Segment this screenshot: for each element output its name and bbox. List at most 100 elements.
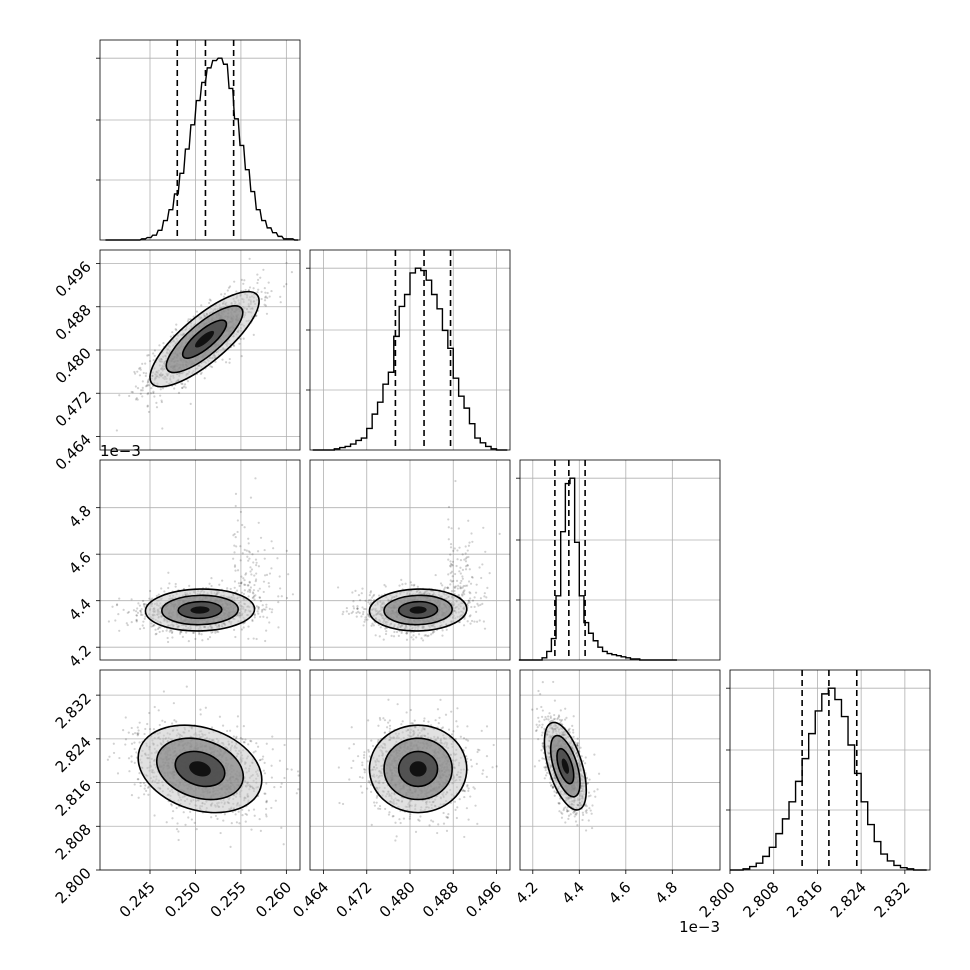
contour-line (368, 588, 468, 632)
sample-point (268, 621, 271, 624)
sample-point (253, 598, 256, 601)
sample-point (279, 301, 282, 304)
histogram-bin (251, 192, 255, 240)
sample-point (141, 386, 144, 389)
histogram-bin (822, 694, 829, 870)
sample-point (256, 610, 259, 613)
sample-point (360, 592, 363, 595)
sample-point (279, 295, 282, 298)
sample-point (480, 576, 483, 580)
sample-point (144, 603, 147, 606)
sample-point (451, 564, 454, 567)
sample-point (362, 610, 365, 614)
sample-point (244, 573, 247, 576)
sample-point (441, 634, 444, 637)
sample-point (162, 342, 165, 345)
sample-point (460, 579, 463, 583)
sample-point (233, 628, 236, 631)
sample-point (243, 454, 245, 456)
histogram-bin (868, 825, 875, 870)
sample-point (471, 576, 474, 579)
sample-point (170, 803, 173, 806)
sample-point (384, 627, 387, 630)
sample-point (262, 580, 266, 583)
sample-point (243, 526, 246, 529)
sample-point (276, 557, 279, 560)
sample-point (248, 257, 251, 260)
sample-point (420, 637, 423, 640)
sample-point (146, 786, 150, 789)
sample-point (450, 563, 454, 566)
sample-point (194, 637, 197, 641)
histogram-bin (158, 230, 162, 240)
sample-point (173, 387, 176, 390)
sample-point (157, 593, 160, 596)
sample-point (282, 285, 286, 288)
sample-point (259, 599, 262, 603)
sample-point (456, 558, 459, 561)
sample-point (461, 575, 464, 578)
sample-point (258, 587, 261, 590)
sample-point (233, 544, 236, 547)
sample-point (181, 386, 184, 390)
sample-point (240, 582, 243, 585)
histogram-bin (881, 854, 888, 870)
sample-point (392, 635, 396, 638)
sample-point (208, 301, 211, 305)
sample-point (228, 357, 231, 361)
sample-point (235, 589, 239, 592)
sample-point (462, 591, 465, 594)
sample-point (260, 297, 263, 301)
sample-point (182, 811, 185, 814)
sample-point (467, 544, 471, 547)
sample-point (210, 576, 213, 580)
sample-point (133, 741, 136, 744)
sample-point (181, 382, 184, 386)
sample-point (135, 618, 138, 621)
sample-point (234, 813, 237, 816)
sample-point (228, 285, 232, 288)
sample-point (127, 610, 130, 614)
sample-point (280, 782, 283, 785)
sample-point (155, 406, 159, 409)
histogram-bin (372, 414, 377, 450)
sample-point (415, 636, 418, 639)
sample-point (146, 384, 149, 387)
sample-point (470, 532, 473, 535)
sample-point (240, 278, 243, 281)
sample-point (285, 283, 288, 286)
sample-point (483, 595, 486, 598)
histogram-bin (475, 438, 480, 450)
sample-point (247, 625, 250, 628)
density-level (190, 606, 210, 614)
sample-point (265, 742, 268, 745)
sample-point (257, 288, 260, 291)
histogram-bin (383, 384, 388, 450)
histogram-bin (796, 781, 803, 870)
sample-point (248, 551, 251, 554)
sample-point (355, 611, 358, 614)
contour-line (177, 600, 223, 620)
sample-point (468, 591, 471, 594)
sample-point (262, 615, 265, 618)
sample-point (236, 519, 239, 522)
sample-point (464, 552, 467, 555)
sample-point (226, 289, 229, 292)
sample-point (468, 541, 471, 544)
sample-point (133, 372, 137, 375)
histogram-bin (229, 88, 233, 240)
sample-point (270, 764, 273, 767)
sample-point (138, 374, 142, 377)
sample-point (449, 579, 452, 582)
sample-point (241, 814, 244, 817)
sample-point (125, 622, 128, 625)
histogram-bin (874, 842, 881, 870)
sample-point (242, 282, 245, 285)
sample-point (228, 361, 231, 364)
sample-point (398, 584, 401, 587)
sample-point (168, 630, 171, 633)
sample-point (183, 383, 187, 386)
sample-point (255, 605, 258, 608)
sample-point (192, 631, 195, 634)
